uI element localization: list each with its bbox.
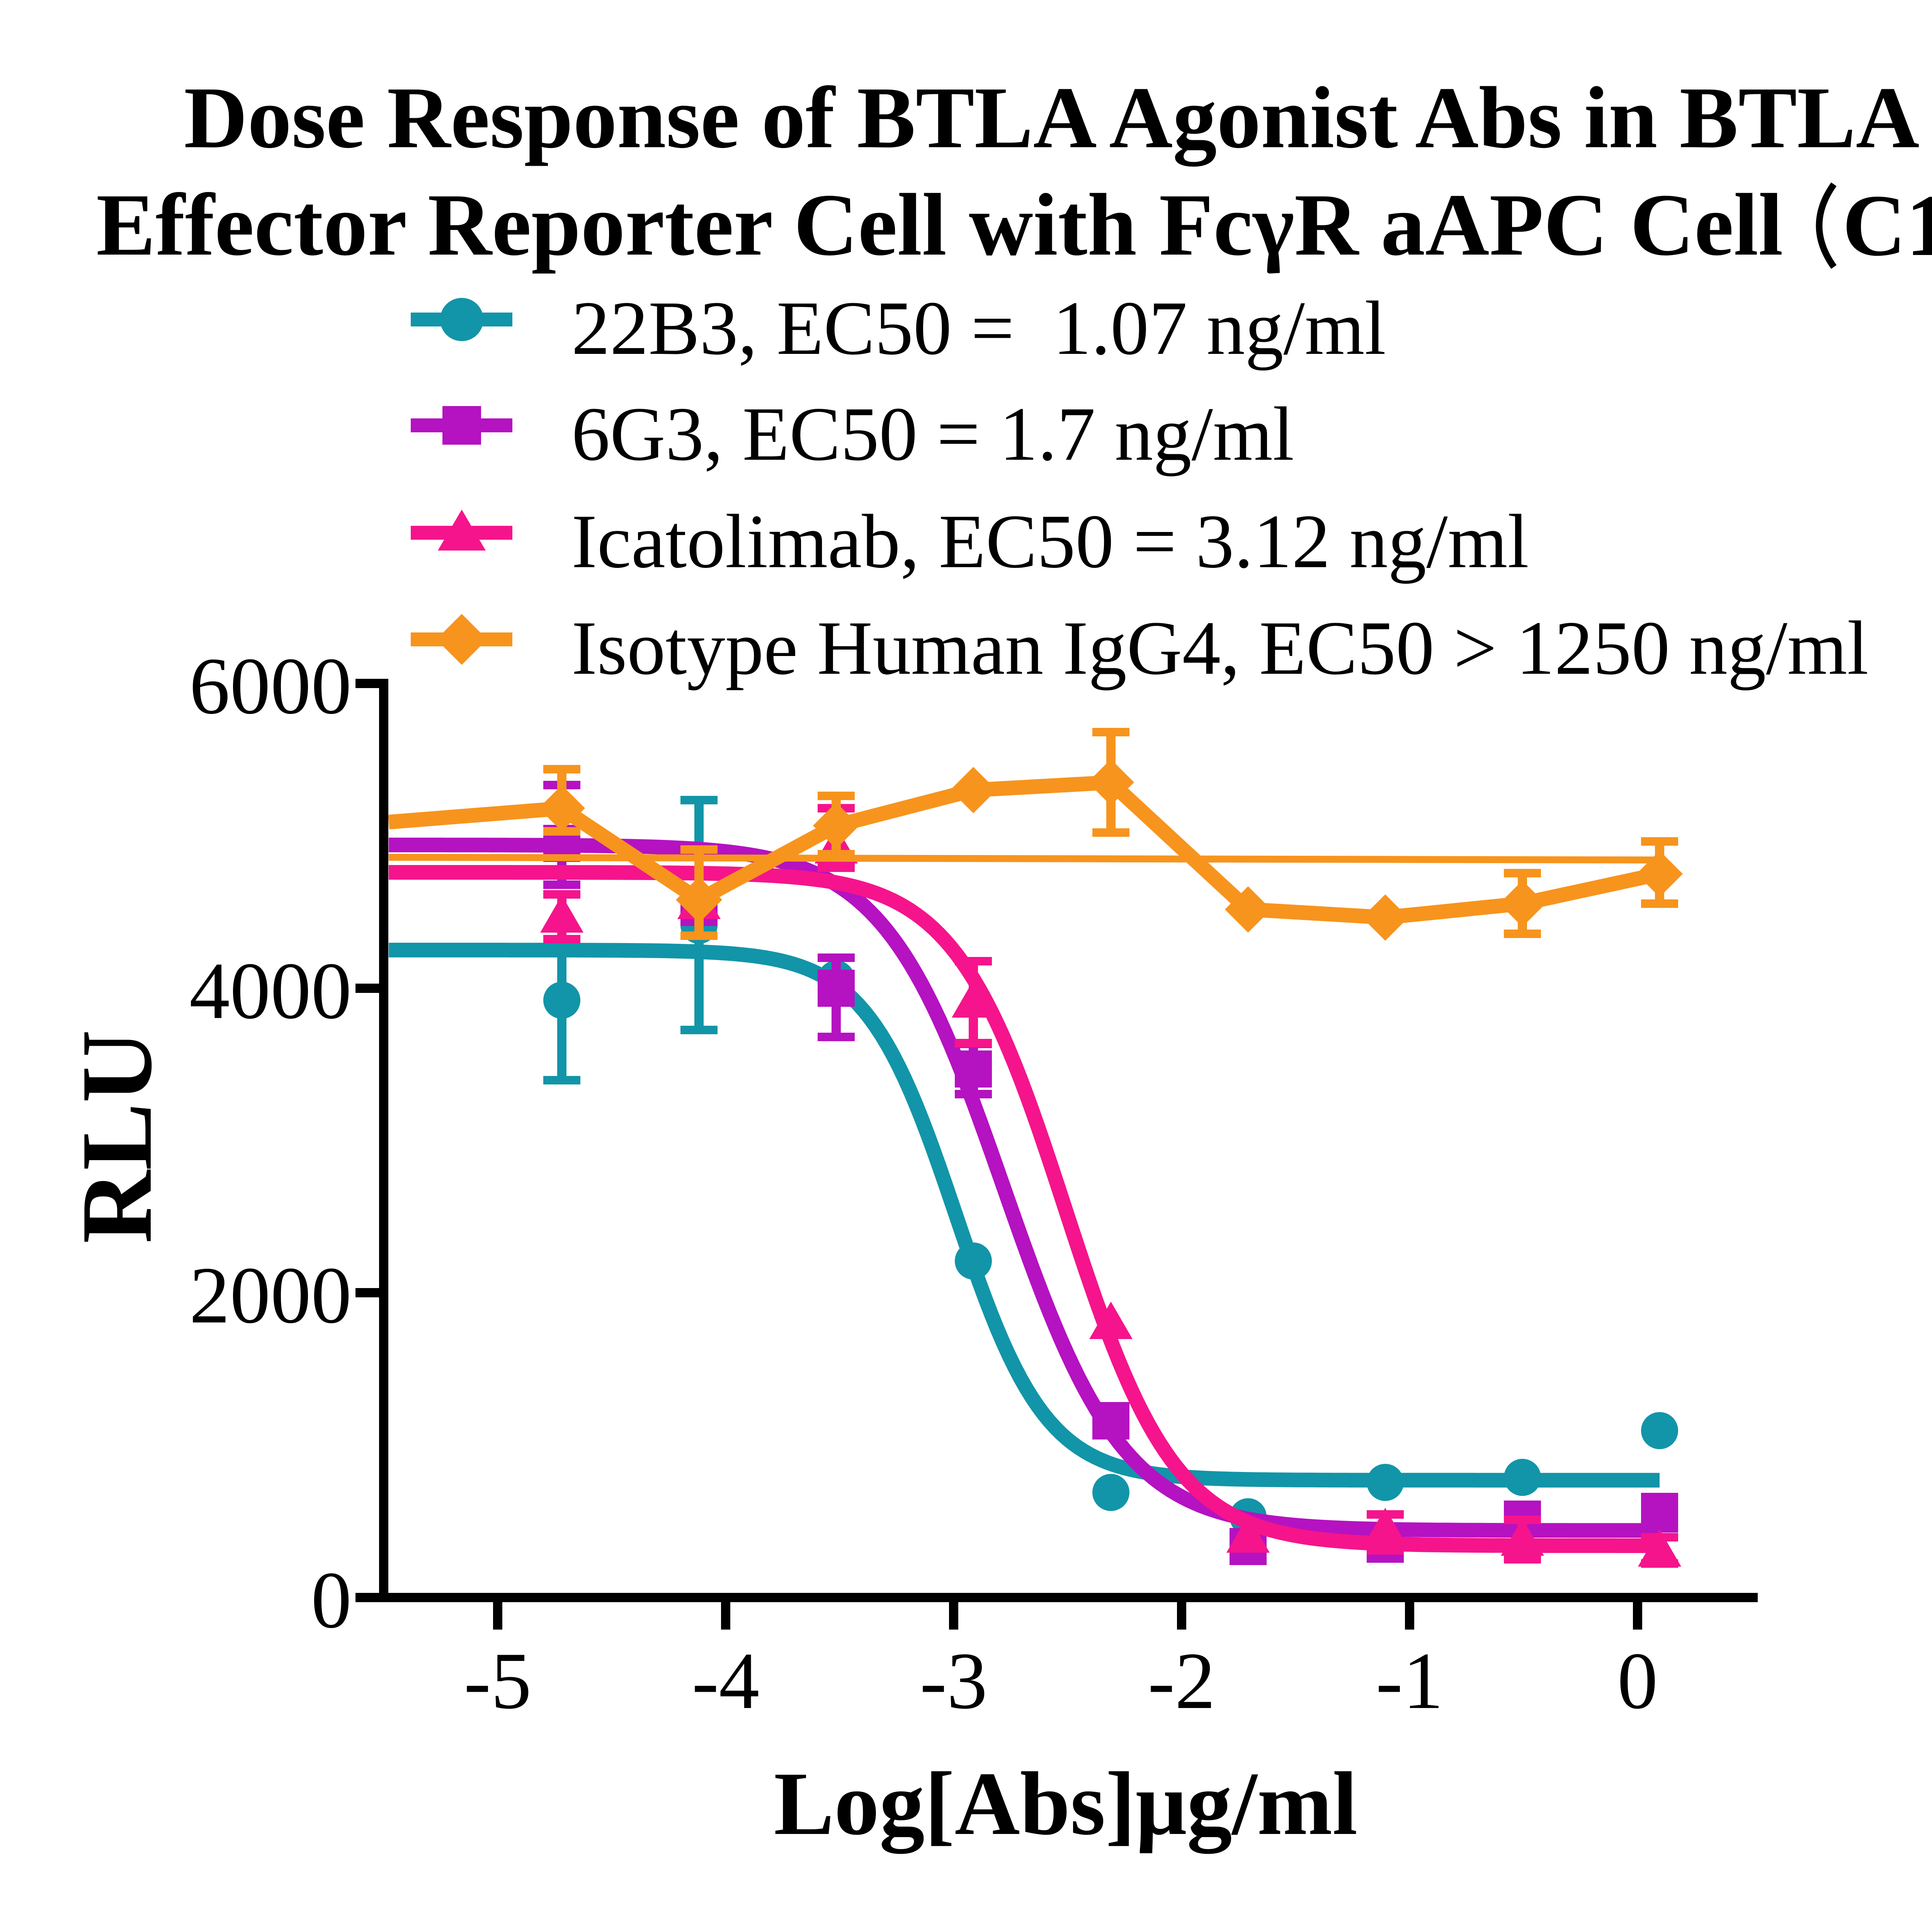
svg-text:-1: -1 — [1376, 1636, 1444, 1726]
svg-text:2000: 2000 — [189, 1251, 352, 1340]
svg-text:Log[Abs]μg/ml: Log[Abs]μg/ml — [774, 1753, 1358, 1854]
svg-text:C1: C1 — [1842, 177, 1932, 274]
svg-text:4000: 4000 — [189, 946, 352, 1036]
svg-text:Effector Reporter Cell with Fc: Effector Reporter Cell with FcγR aAPC Ce… — [96, 175, 1783, 274]
svg-text:Dose Response of BTLA Agonist: Dose Response of BTLA Agonist Abs in BTL… — [184, 69, 1919, 167]
svg-text:6G3, EC50 = 1.7 ng/ml: 6G3, EC50 = 1.7 ng/ml — [571, 392, 1294, 477]
svg-text:-3: -3 — [920, 1636, 988, 1726]
svg-text:22B3, EC50 = 1.07 ng/ml: 22B3, EC50 = 1.07 ng/ml — [571, 286, 1386, 371]
svg-text:6000: 6000 — [189, 641, 352, 731]
svg-text:-2: -2 — [1148, 1636, 1216, 1726]
svg-text:0: 0 — [311, 1555, 352, 1645]
svg-text:-4: -4 — [692, 1636, 760, 1726]
svg-text:0: 0 — [1617, 1636, 1658, 1726]
svg-text:-5: -5 — [464, 1636, 532, 1726]
svg-text:RLU: RLU — [61, 1030, 173, 1243]
svg-text:Isotype Human IgG4, EC50 > 125: Isotype Human IgG4, EC50 > 1250 ng/ml — [571, 606, 1869, 691]
svg-text:Icatolimab, EC50 = 3.12 ng/ml: Icatolimab, EC50 = 3.12 ng/ml — [571, 499, 1529, 584]
